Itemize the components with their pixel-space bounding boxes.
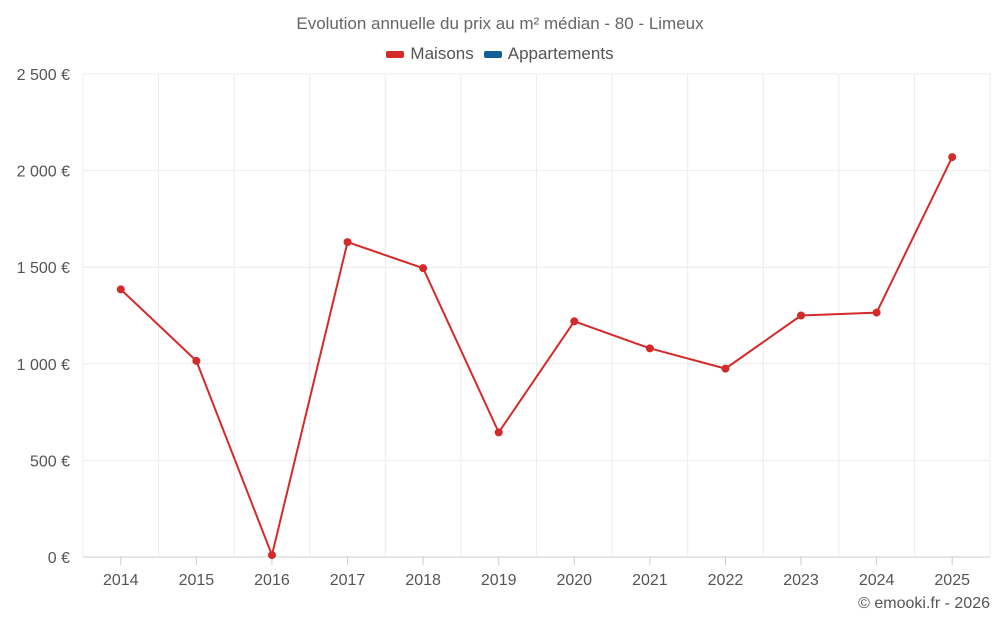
- data-point-maisons: [116, 285, 125, 294]
- data-point-maisons: [797, 311, 806, 320]
- x-tick-label: 2016: [254, 572, 290, 589]
- y-tick-label: 1 000 €: [17, 357, 70, 374]
- y-tick-label: 1 500 €: [17, 260, 70, 277]
- data-point-maisons: [570, 317, 579, 326]
- x-tick-label: 2022: [708, 572, 744, 589]
- x-tick-label: 2019: [481, 572, 517, 589]
- data-point-maisons: [494, 428, 503, 437]
- data-point-maisons: [948, 153, 957, 162]
- x-tick-label: 2015: [179, 572, 215, 589]
- data-point-maisons: [267, 551, 276, 560]
- x-tick-label: 2020: [556, 572, 592, 589]
- data-point-maisons: [645, 344, 654, 353]
- y-tick-label: 2 000 €: [17, 164, 70, 181]
- x-tick-label: 2018: [405, 572, 441, 589]
- legend-label-appartements: Appartements: [507, 44, 614, 63]
- credit-text: © emooki.fr - 2026: [858, 595, 990, 612]
- x-tick-label: 2024: [859, 572, 895, 589]
- data-point-maisons: [872, 308, 881, 317]
- chart-title: Evolution annuelle du prix au m² médian …: [296, 14, 704, 33]
- x-tick-label: 2023: [783, 572, 819, 589]
- legend-swatch-appartements: [483, 50, 502, 58]
- legend-label-maisons: Maisons: [410, 44, 474, 63]
- x-tick-label: 2025: [934, 572, 970, 589]
- y-tick-label: 500 €: [30, 453, 70, 470]
- y-tick-label: 2 500 €: [17, 67, 70, 84]
- x-tick-label: 2021: [632, 572, 668, 589]
- data-point-maisons: [343, 238, 352, 247]
- data-point-maisons: [419, 264, 428, 273]
- series-line-maisons: [120, 156, 954, 557]
- data-point-maisons: [721, 364, 730, 373]
- x-tick-label: 2014: [103, 572, 139, 589]
- y-tick-label: 0 €: [48, 550, 70, 567]
- data-point-maisons: [192, 356, 201, 365]
- legend-item-appartements[interactable]: Appartements: [483, 44, 614, 64]
- legend: Maisons Appartements: [0, 44, 1000, 64]
- legend-swatch-maisons: [386, 50, 405, 58]
- legend-item-maisons[interactable]: Maisons: [386, 44, 474, 64]
- x-tick-label: 2017: [330, 572, 366, 589]
